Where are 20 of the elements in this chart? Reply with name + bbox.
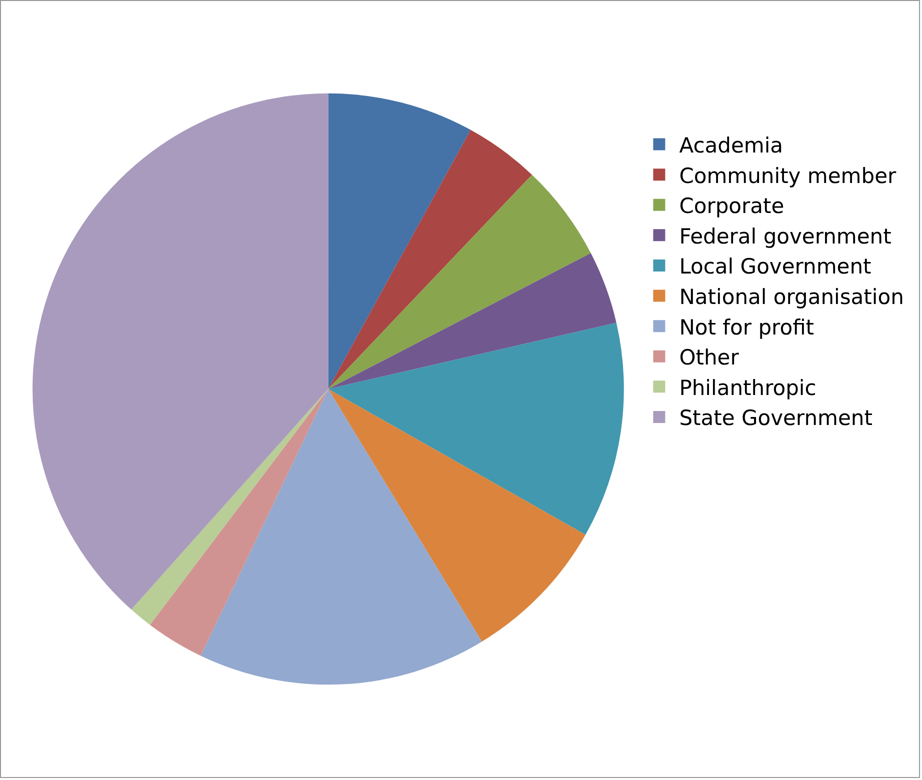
pie-slice [150,389,328,656]
legend-label: Community member [679,164,896,188]
pie-slice [131,389,328,625]
pie-slice [328,130,532,389]
pie-slice [328,253,616,389]
legend-label: Corporate [679,194,784,218]
pie-slice [32,93,328,610]
pie-slice [328,174,591,389]
legend-label: Not for profit [679,315,814,340]
legend-label: Other [679,346,740,370]
pie-slice [328,389,586,642]
pie-slice [328,93,471,389]
legend-label: Philanthropic [679,376,816,400]
legend-label: Local Government [679,254,872,279]
legend-label: Federal government [679,224,892,248]
legend-label: Academia [679,133,784,158]
legend-label: State Government [679,406,872,430]
pie-slice [200,389,482,684]
legend-label: National organisation [679,284,904,309]
pie-slice [328,322,624,535]
